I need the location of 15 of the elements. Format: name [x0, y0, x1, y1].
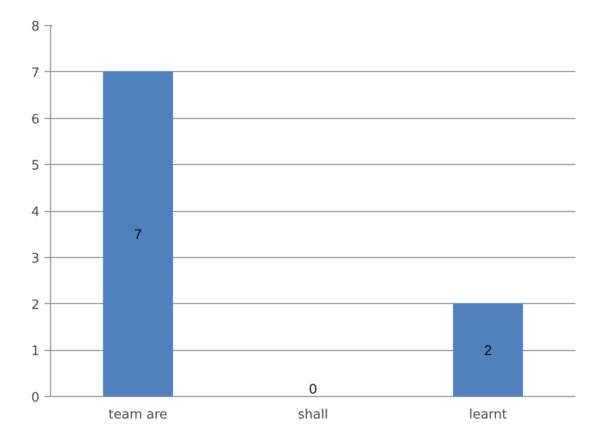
y-tick-label: 5: [31, 158, 40, 174]
y-tick-label: 7: [31, 66, 40, 81]
x-tick-label: team are: [108, 408, 168, 422]
y-tick-label: 4: [31, 205, 40, 220]
x-tick-label: shall: [298, 408, 328, 422]
data-label: 0: [309, 380, 318, 396]
y-tick-label: 3: [31, 251, 40, 266]
y-tick-label: 1: [31, 344, 40, 360]
x-tick-label: learnt: [468, 408, 508, 422]
y-tick-label: 6: [31, 112, 40, 128]
data-label: 2: [484, 342, 492, 358]
y-tick-label: 8: [31, 20, 40, 34]
y-tick-label: 0: [31, 390, 40, 406]
y-tick-label: 2: [31, 298, 40, 313]
data-label: 7: [134, 226, 142, 242]
